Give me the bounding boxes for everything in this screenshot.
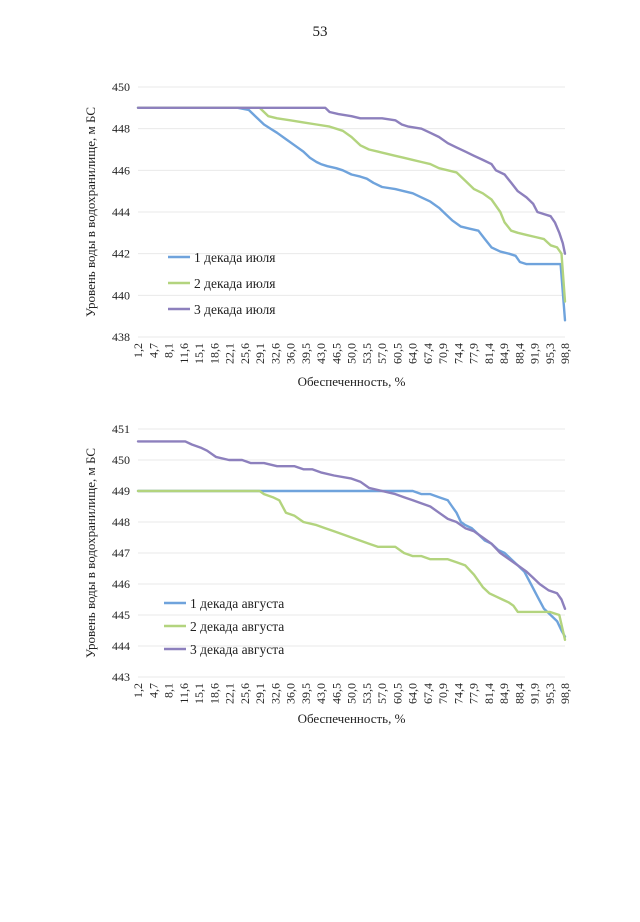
legend-label: 3 декада июля [194,302,276,317]
x-tick-label: 95,3 [543,343,557,364]
x-axis-title: Обеспеченность, % [298,374,406,389]
x-tick-label: 39,5 [299,683,313,704]
page-number: 53 [312,24,328,40]
x-tick-label: 8,1 [162,343,176,358]
y-tick-label: 440 [112,288,130,302]
legend-label: 1 декада августа [190,596,284,611]
x-tick-label: 60,5 [390,343,404,364]
x-tick-label: 81,4 [482,683,496,704]
x-tick-label: 29,1 [253,683,267,704]
chart-july: 438 440 442 444 446 448 450 1,2 4,7 8,1 11,6 15,1 18… [83,80,572,389]
x-tick-label: 53,5 [360,683,374,704]
x-tick-label: 84,9 [497,683,511,704]
legend-label: 1 декада июля [194,250,276,265]
x-tick-label: 39,5 [299,343,313,364]
x-tick-label: 95,3 [543,683,557,704]
x-tick-label: 77,9 [467,343,481,364]
x-tick-label: 18,6 [207,683,221,704]
x-tick-label: 50,0 [345,683,359,704]
y-tick-label: 443 [112,670,130,684]
x-tick-label: 25,6 [238,343,252,364]
series-line-2 [136,106,567,303]
x-tick-label: 98,8 [558,343,572,364]
x-tick-label: 22,1 [223,343,237,364]
y-tick-label: 448 [112,515,130,529]
x-tick-label: 4,7 [146,683,160,698]
x-tick-label: 11,6 [177,343,191,364]
x-tick-label: 60,5 [390,683,404,704]
legend-label: 2 декада июля [194,276,276,291]
y-axis-title: Уровень воды в водохранилище, м БС [83,448,98,658]
x-tick-label: 84,9 [497,343,511,364]
x-tick-label: 43,0 [314,343,328,364]
x-tick-label: 1,2 [131,343,145,358]
x-tick-label: 98,8 [558,683,572,704]
y-tick-label: 446 [112,577,130,591]
x-tick-label: 50,0 [345,343,359,364]
x-tick-label: 29,1 [253,343,267,364]
x-tick-label: 1,2 [131,683,145,698]
x-tick-label: 67,4 [421,343,435,364]
y-tick-label: 444 [112,639,130,653]
y-axis-title: Уровень воды в водохранилище, м БС [83,107,98,317]
x-tick-label: 81,4 [482,343,496,364]
x-tick-label: 18,6 [207,343,221,364]
series-line-1 [136,106,567,322]
x-tick-label: 32,6 [268,343,282,364]
y-tick-label: 450 [112,80,130,94]
x-tick-label: 43,0 [314,683,328,704]
series-line-3 [136,106,567,255]
x-tick-label: 70,9 [436,343,450,364]
chart-august: 443 444 445 446 447 448 449 450 451 1,2 4,7 8,1 11,6… [83,422,572,726]
y-tick-label: 438 [112,330,130,344]
y-tick-label: 449 [112,484,130,498]
x-tick-label: 22,1 [223,683,237,704]
x-tick-label: 74,4 [451,343,465,364]
x-tick-label: 46,5 [329,683,343,704]
legend-label: 2 декада августа [190,619,284,634]
y-tick-label: 451 [112,422,130,436]
x-tick-label: 74,4 [451,683,465,704]
y-tick-label: 446 [112,163,130,177]
y-tick-label: 448 [112,122,130,136]
x-tick-label: 46,5 [329,343,343,364]
legend-label: 3 декада августа [190,642,284,657]
x-tick-label: 88,4 [512,343,526,364]
y-tick-label: 444 [112,205,130,219]
y-tick-label: 442 [112,247,130,261]
x-tick-label: 36,0 [284,343,298,364]
x-tick-label: 91,9 [528,683,542,704]
x-tick-label: 25,6 [238,683,252,704]
x-tick-label: 15,1 [192,683,206,704]
y-tick-label: 447 [112,546,130,560]
x-tick-label: 57,0 [375,683,389,704]
x-axis-title: Обеспеченность, % [298,711,406,726]
x-tick-label: 64,0 [406,343,420,364]
x-tick-label: 4,7 [146,343,160,358]
x-tick-label: 36,0 [284,683,298,704]
x-tick-label: 91,9 [528,343,542,364]
series-line-2 [136,489,567,641]
x-tick-label: 53,5 [360,343,374,364]
y-tick-label: 445 [112,608,130,622]
x-tick-label: 32,6 [268,683,282,704]
x-tick-label: 77,9 [467,683,481,704]
x-tick-label: 15,1 [192,343,206,364]
x-tick-label: 67,4 [421,683,435,704]
y-tick-label: 450 [112,453,130,467]
x-tick-label: 8,1 [162,683,176,698]
x-tick-label: 11,6 [177,683,191,704]
x-tick-label: 57,0 [375,343,389,364]
x-tick-label: 64,0 [406,683,420,704]
x-tick-label: 88,4 [512,683,526,704]
x-tick-label: 70,9 [436,683,450,704]
series-line-3 [136,440,567,610]
